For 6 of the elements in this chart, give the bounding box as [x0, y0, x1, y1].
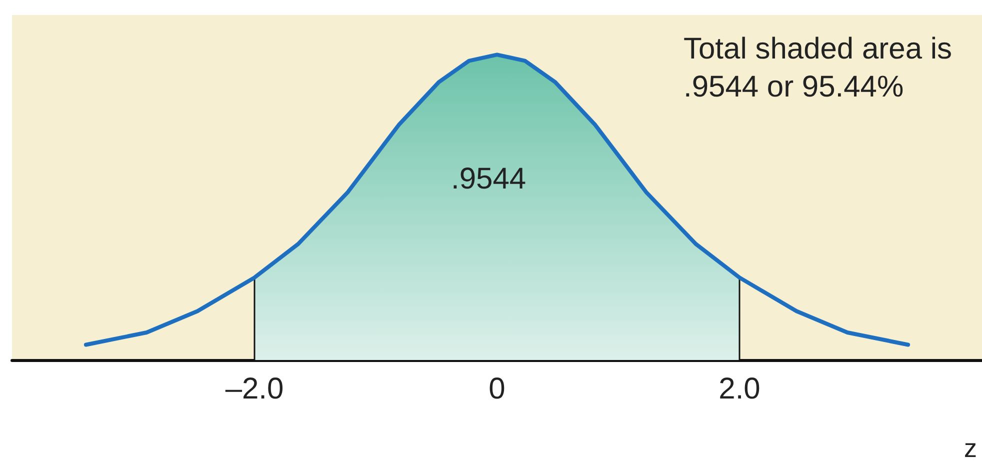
x-tick-label: 0	[488, 372, 506, 406]
annotation: .9544	[451, 162, 526, 196]
x-tick-label: –2.0	[225, 372, 284, 406]
annotation: Total shaded area is .9544 or 95.44%	[683, 32, 952, 104]
x-tick-label: 2.0	[718, 372, 760, 406]
x-axis-title: z	[964, 433, 977, 461]
